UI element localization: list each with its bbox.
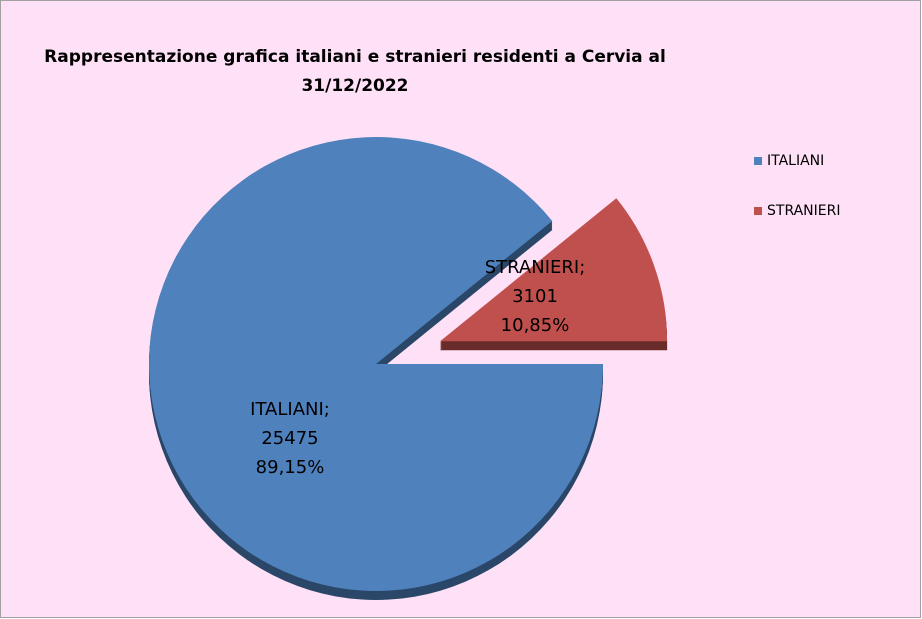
pie-slice [148, 136, 603, 592]
legend-label: ITALIANI [767, 153, 824, 169]
chart-title: 31/12/2022 [301, 76, 408, 96]
legend-label: STRANIERI [767, 203, 840, 219]
data-label-name: ITALIANI; [250, 399, 330, 420]
data-label-value: 3101 [512, 286, 558, 307]
pie-slice [440, 198, 668, 342]
data-label-percent: 10,85% [501, 315, 570, 336]
data-label-percent: 89,15% [256, 457, 325, 478]
chart-title: Rappresentazione grafica italiani e stra… [44, 47, 666, 67]
data-labels: ITALIANI; 25475 89,15% STRANIERI; 3101 10,85% [250, 257, 585, 478]
legend-swatch [754, 157, 762, 165]
legend: ITALIANI STRANIERI [754, 153, 840, 219]
data-label-value: 25475 [261, 428, 318, 449]
data-label-name: STRANIERI; [485, 257, 586, 278]
legend-swatch [754, 207, 762, 215]
pie [148, 136, 668, 592]
